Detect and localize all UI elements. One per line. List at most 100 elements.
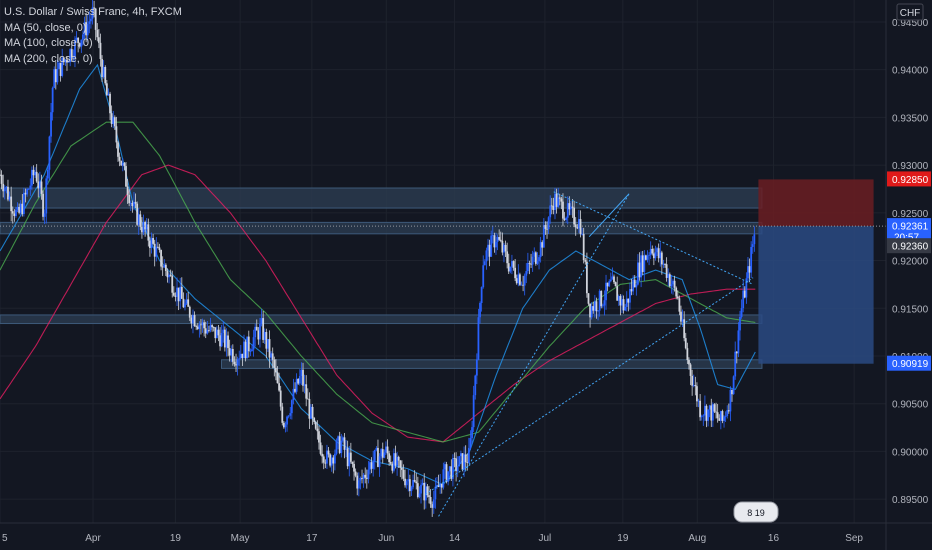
entry-price-label: 0.92360 <box>892 242 929 253</box>
candle-body <box>279 390 282 407</box>
candle-body <box>601 305 604 307</box>
candle-body <box>195 326 198 327</box>
candle-body <box>8 196 11 200</box>
candle-body <box>404 478 406 486</box>
chart-title[interactable]: U.S. Dollar / Swiss Franc, 4h, FXCM <box>4 6 182 18</box>
candle-body <box>367 469 370 479</box>
candle-body <box>295 378 298 392</box>
candle-body <box>702 415 705 417</box>
candle-body <box>558 197 561 199</box>
candle-body <box>475 359 478 376</box>
candle-body <box>104 67 107 84</box>
candle-body <box>163 264 166 268</box>
support-resistance-zone <box>0 187 763 209</box>
candle-body <box>136 203 139 225</box>
candle-body <box>542 225 545 248</box>
candle-body <box>324 462 327 464</box>
candle-body <box>697 400 700 402</box>
candle-body <box>126 186 129 195</box>
candle-body <box>396 456 399 466</box>
candle-body <box>571 206 574 208</box>
candle-body <box>389 462 392 464</box>
candle-body <box>554 193 556 210</box>
candle-body <box>105 83 108 96</box>
candle-body <box>483 261 486 266</box>
candle-body <box>53 69 56 88</box>
currency-label[interactable]: CHF <box>900 8 921 19</box>
candle-body <box>327 450 330 455</box>
candle-body <box>565 217 568 220</box>
candle-body <box>99 42 102 60</box>
candle-body <box>69 49 72 62</box>
candle-body <box>7 186 9 200</box>
candle-body <box>82 34 84 40</box>
candle-body <box>452 458 454 479</box>
candle-body <box>726 410 729 417</box>
candle-body <box>78 43 81 47</box>
candle-body <box>62 57 65 63</box>
candle-body <box>286 416 288 425</box>
candle-body <box>576 227 579 229</box>
candle-body <box>597 310 599 312</box>
time-tick-label: 19 <box>617 533 629 544</box>
candle-body <box>420 484 422 494</box>
time-tick-label: Apr <box>85 533 101 544</box>
candle-body <box>271 353 274 360</box>
candle-body <box>490 235 493 257</box>
candle-body <box>574 224 577 228</box>
candle-body <box>461 453 464 470</box>
candle-body <box>428 495 430 498</box>
candle-body <box>456 466 459 472</box>
candle-body <box>19 203 22 213</box>
indicator-ma100[interactable]: MA (100, close, 0) <box>4 37 93 49</box>
candle-body <box>445 464 448 482</box>
candle-body <box>184 303 186 308</box>
candle-body <box>434 486 437 500</box>
candle-body <box>302 369 304 386</box>
candle-body <box>644 255 647 260</box>
candle-body <box>453 458 456 459</box>
candle-body <box>630 289 633 292</box>
candle-body <box>359 477 362 481</box>
price-tick-label: 0.91500 <box>892 304 929 315</box>
candle-body <box>16 206 19 210</box>
candle-body <box>654 252 657 259</box>
candle-body <box>750 246 753 273</box>
candle-body <box>64 59 67 63</box>
candle-body <box>222 329 225 333</box>
indicator-ma200[interactable]: MA (200, close, 0) <box>4 52 93 65</box>
candle-body <box>42 193 44 217</box>
candle-body <box>641 255 644 272</box>
candle-body <box>519 274 521 285</box>
candle-body <box>707 409 709 421</box>
candle-body <box>211 325 214 328</box>
time-axis <box>0 523 932 550</box>
time-tick-label: Jun <box>378 533 394 544</box>
price-tick-label: 0.93000 <box>892 161 929 172</box>
candle-body <box>145 224 148 230</box>
candle-body <box>356 475 359 489</box>
candle-body <box>255 326 258 331</box>
candle-body <box>110 113 113 124</box>
candle-body <box>282 422 285 428</box>
candle-body <box>220 332 223 347</box>
candle-body <box>649 248 652 255</box>
candle-body <box>214 327 217 339</box>
candle-body <box>683 319 686 339</box>
candle-body <box>306 398 309 400</box>
candle-body <box>590 306 593 318</box>
candle-body <box>410 487 413 492</box>
candle-body <box>349 452 352 462</box>
candle-body <box>400 467 403 470</box>
candle-body <box>616 286 619 301</box>
candle-body <box>466 462 469 463</box>
candle-body <box>415 481 418 484</box>
events-badge-label[interactable]: 8 19 <box>747 508 765 518</box>
candle-body <box>627 298 630 303</box>
candle-body <box>605 282 607 301</box>
candle-body <box>338 436 341 453</box>
indicator-ma50[interactable]: MA (50, close, 0) <box>4 21 87 34</box>
target-price-label: 0.90919 <box>892 359 929 370</box>
